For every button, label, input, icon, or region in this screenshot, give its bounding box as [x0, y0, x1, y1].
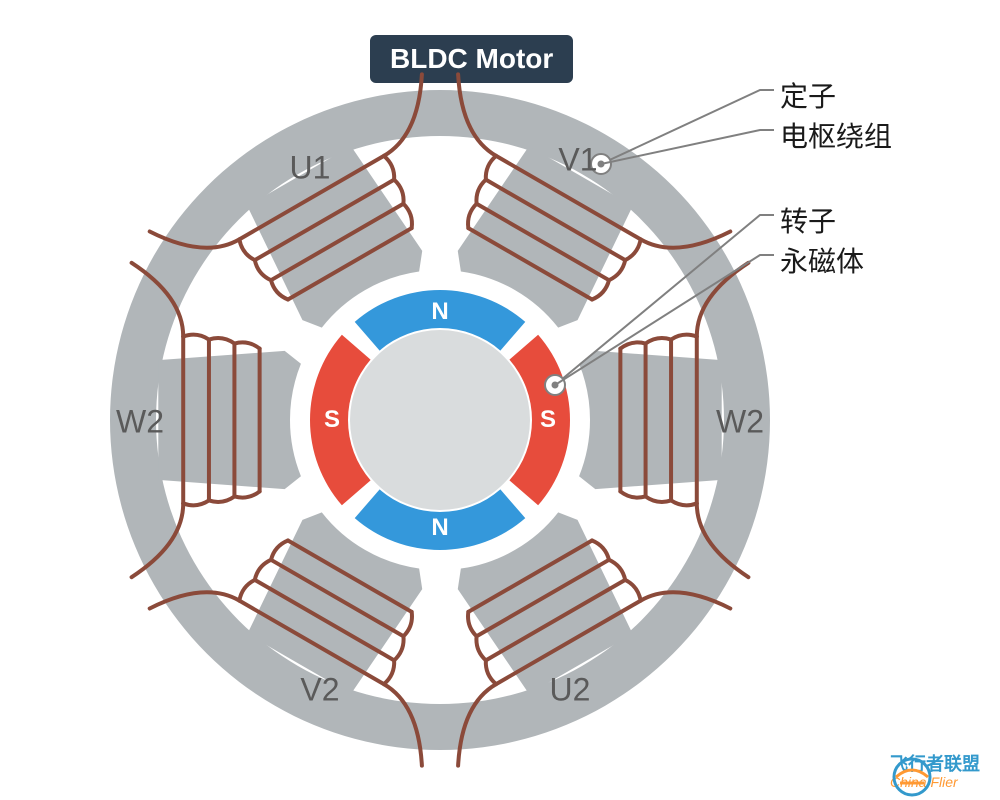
coil-arc	[620, 342, 645, 348]
coil-arc	[234, 342, 259, 348]
coil-arc	[209, 496, 234, 502]
coil-arc	[671, 500, 697, 505]
coil-label-U1: U1	[290, 150, 331, 187]
coil-arc	[403, 612, 412, 636]
coil-arc	[646, 338, 671, 344]
coil-arc	[403, 204, 412, 228]
coil-arc	[384, 156, 394, 180]
coil-arc	[255, 260, 271, 280]
coil-label-V1: V1	[558, 142, 597, 179]
coil-label-W2: W2	[716, 404, 764, 441]
coil-arc	[394, 636, 403, 660]
coil-arc	[620, 491, 645, 497]
annotation-转子: 转子	[780, 200, 836, 240]
coil-arc	[394, 180, 403, 204]
rotor-hub	[350, 330, 530, 510]
annotation-电枢绕组: 电枢绕组	[780, 115, 892, 155]
watermark: 飞行者联盟 China Flier	[890, 755, 980, 790]
coil-arc	[255, 560, 271, 580]
coil-label-V2: V2	[300, 672, 339, 709]
coil-arc	[468, 204, 477, 228]
coil-arc	[486, 660, 496, 684]
coil-arc	[183, 335, 209, 340]
annotation-leader	[601, 130, 774, 164]
rotor-letter-S: S	[324, 406, 340, 434]
coil-arc	[609, 560, 625, 580]
coil-arc	[239, 580, 254, 601]
stator-tooth	[158, 351, 301, 489]
watermark-icon	[890, 755, 934, 799]
rotor-letter-N: N	[431, 298, 448, 326]
coil-arc	[476, 180, 485, 204]
coil-arc	[486, 156, 496, 180]
coil-arc	[646, 496, 671, 502]
coil-arc	[609, 260, 625, 280]
diagram-container: BLDC Motor 飞行者联盟 China Flier U1V1W2W2V2U…	[0, 0, 1000, 800]
coil-arc	[625, 580, 640, 601]
coil-label-U2: U2	[550, 672, 591, 709]
rotor-letter-S: S	[540, 406, 556, 434]
coil-arc	[209, 338, 234, 344]
coil-arc	[671, 335, 697, 340]
coil-label-W2: W2	[116, 404, 164, 441]
annotation-leader	[601, 90, 774, 164]
coil-arc	[625, 239, 640, 260]
coil-arc	[384, 660, 394, 684]
coil-arc	[468, 612, 477, 636]
coil-arc	[234, 491, 259, 497]
annotation-定子: 定子	[780, 75, 836, 115]
coil-arc	[476, 636, 485, 660]
coil-arc	[183, 500, 209, 505]
rotor-letter-N: N	[431, 514, 448, 542]
coil-arc	[239, 239, 254, 260]
stator-tooth	[579, 351, 722, 489]
annotation-永磁体: 永磁体	[780, 240, 864, 280]
